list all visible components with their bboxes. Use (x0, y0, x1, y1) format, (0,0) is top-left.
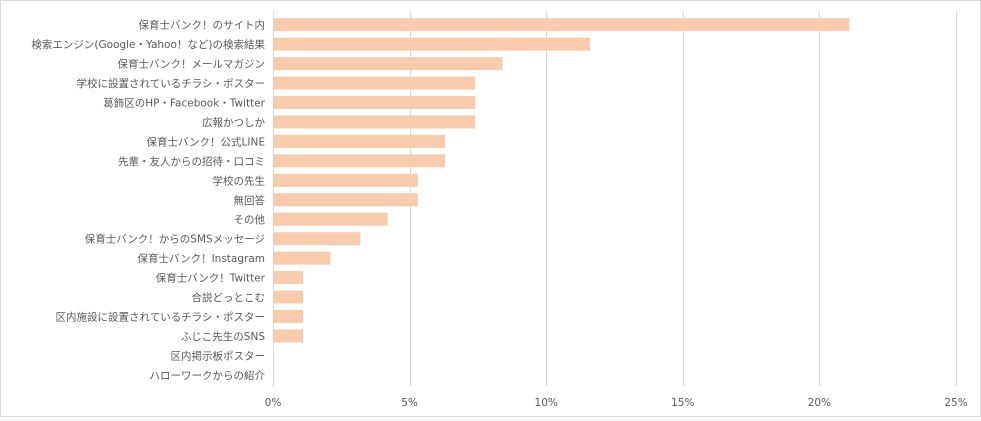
bars (273, 18, 850, 343)
category-label: 保育士バンク！メールマガジン (117, 58, 265, 71)
category-label: 保育士バンク！Instagram (138, 252, 265, 265)
category-label: 保育士バンク！公式LINE (147, 135, 265, 148)
bar (273, 154, 446, 168)
bar (273, 134, 446, 148)
x-tick-label: 0% (265, 397, 282, 409)
category-label: 検索エンジン(Google・Yahoo！など)の検索結果 (31, 38, 265, 51)
bar (273, 96, 476, 110)
bar (273, 115, 476, 129)
x-tick-label: 10% (535, 397, 558, 409)
bar (273, 57, 503, 71)
category-label: 合説どっとこむ (192, 291, 266, 304)
category-label: 学校の先生 (213, 174, 266, 187)
x-axis-tick-labels: 0% 5% 10% 15% 20% 25% (265, 397, 968, 409)
category-label: ハローワークからの紹介 (150, 369, 266, 382)
bar (273, 271, 304, 285)
category-label: 葛飾区のHP・Facebook・Twitter (103, 97, 265, 110)
bar (273, 251, 331, 265)
category-label: 保育士バンク！のサイト内 (138, 19, 265, 32)
x-tick-label: 25% (944, 397, 967, 409)
bar (273, 232, 361, 246)
category-label: 区内掲示板ポスター (171, 349, 266, 362)
bar (273, 37, 590, 51)
bar (273, 329, 304, 343)
x-tick-label: 20% (808, 397, 831, 409)
category-label: 保育士バンク！からのSMSメッセージ (85, 233, 265, 246)
category-labels: 保育士バンク！のサイト内検索エンジン(Google・Yahoo！など)の検索結果… (31, 19, 265, 382)
bar (273, 290, 304, 304)
category-label: 広報かつしか (202, 116, 265, 129)
gridlines (273, 11, 957, 387)
category-label: 先輩・友人からの招待・口コミ (118, 155, 265, 168)
bar (273, 212, 388, 226)
category-label: ふじこ先生のSNS (181, 330, 266, 343)
bar (273, 309, 304, 323)
category-label: 区内施設に設置されているチラシ・ポスター (56, 310, 265, 323)
bar (273, 18, 850, 32)
x-tick-label: 15% (671, 397, 694, 409)
category-label: その他 (234, 213, 266, 226)
category-label: 学校に設置されているチラシ・ポスター (77, 77, 265, 90)
x-tick-label: 5% (401, 397, 418, 409)
bar (273, 173, 418, 187)
bar (273, 193, 418, 207)
category-label: 保育士バンク！Twitter (156, 272, 266, 285)
bar (273, 76, 476, 90)
category-label: 無回答 (234, 194, 266, 207)
